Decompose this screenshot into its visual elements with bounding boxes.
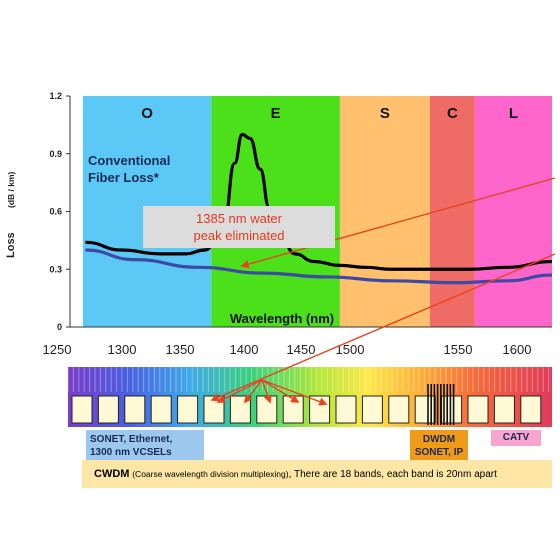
band-s: [339, 96, 430, 327]
catv-box: CATV: [491, 430, 541, 446]
cwdm-channel-box: [256, 395, 278, 424]
channel-fan-arrow: [261, 379, 272, 404]
cwdm-title: CWDM: [94, 468, 130, 480]
channel-fan-arrow: [261, 379, 328, 406]
band-letter-o: O: [141, 105, 153, 122]
cwdm-channel-box: [71, 395, 93, 424]
dwdm-line2: SONET, IP: [414, 447, 464, 458]
x-tick-label: 1550: [444, 342, 473, 357]
sonet-ethernet-box: SONET, Ethernet, 1300 nm VCSELs: [86, 430, 204, 460]
conventional-fiber-loss-label: Conventional Fiber Loss*: [88, 152, 170, 186]
water-peak-line1: 1385 nm water: [196, 211, 282, 226]
cwdm-channel-box: [124, 395, 146, 424]
channel-fan-arrow: [243, 379, 263, 404]
cwdm-channel-box: [335, 395, 357, 424]
cwdm-band-info: , There are 18 bands, each band is 20nm …: [288, 469, 497, 480]
sonet-line1: SONET, Ethernet,: [90, 434, 173, 445]
cwdm-channel-box: [361, 395, 383, 424]
x-tick-label: 1600: [503, 342, 532, 357]
band-letter-c: C: [447, 105, 458, 122]
conventional-label-line2: Fiber Loss*: [88, 170, 159, 185]
cwdm-channel-box: [177, 395, 199, 424]
catv-label: CATV: [502, 432, 530, 443]
cwdm-channel-box: [520, 395, 542, 424]
water-peak-arrow: [240, 177, 556, 269]
y-axis-unit: (dB / km): [6, 171, 16, 208]
cwdm-channel-box: [150, 395, 172, 424]
band-letter-e: E: [271, 105, 281, 122]
conventional-label-line1: Conventional: [88, 153, 171, 168]
cwdm-banner: CWDM (Coarse wavelength division multipl…: [82, 460, 552, 488]
x-tick-label: 1350: [166, 342, 195, 357]
cwdm-channel-box: [229, 395, 251, 424]
band-mapping-arrow: [210, 253, 556, 402]
dwdm-line1: DWDM: [422, 434, 456, 445]
dwdm-box: DWDM SONET, IP: [410, 430, 468, 460]
cwdm-description: (Coarse wavelength division multiplexing…: [132, 469, 289, 479]
water-peak-line2: peak eliminated: [193, 228, 285, 243]
y-tick-label: 1.2: [49, 91, 62, 101]
x-tick-label: 1250: [43, 342, 72, 357]
cwdm-channel-box: [493, 395, 515, 424]
cwdm-channel-box: [309, 395, 331, 424]
cwdm-channel-box: [97, 395, 119, 424]
x-tick-label: 1450: [287, 342, 316, 357]
x-tick-label: 1300: [108, 342, 137, 357]
channel-fan-arrow: [216, 379, 263, 403]
sonet-line2: 1300 nm VCSELs: [90, 447, 172, 458]
x-tick-label: 1500: [336, 342, 365, 357]
y-tick-label: 0: [57, 322, 62, 332]
band-l: [474, 96, 552, 327]
cwdm-channel-box: [388, 395, 410, 424]
cwdm-channel-box: [414, 395, 436, 424]
channel-fan-arrow: [261, 379, 300, 403]
cwdm-channel-box: [467, 395, 489, 424]
x-axis-title: Wavelength (nm): [230, 311, 334, 326]
y-axis-title: Loss: [5, 232, 17, 258]
y-tick-label: 0.6: [49, 207, 62, 217]
y-tick-label: 0.3: [49, 264, 62, 274]
cwdm-channel-box: [282, 395, 304, 424]
water-peak-callout: 1385 nm water peak eliminated: [143, 206, 335, 248]
band-letter-l: L: [509, 105, 518, 122]
band-letter-s: S: [380, 105, 390, 122]
x-tick-label: 1400: [230, 342, 259, 357]
low-water-peak-curve: [85, 248, 553, 285]
conventional-loss-curve: [85, 132, 553, 271]
y-tick-label: 0.9: [49, 149, 62, 159]
